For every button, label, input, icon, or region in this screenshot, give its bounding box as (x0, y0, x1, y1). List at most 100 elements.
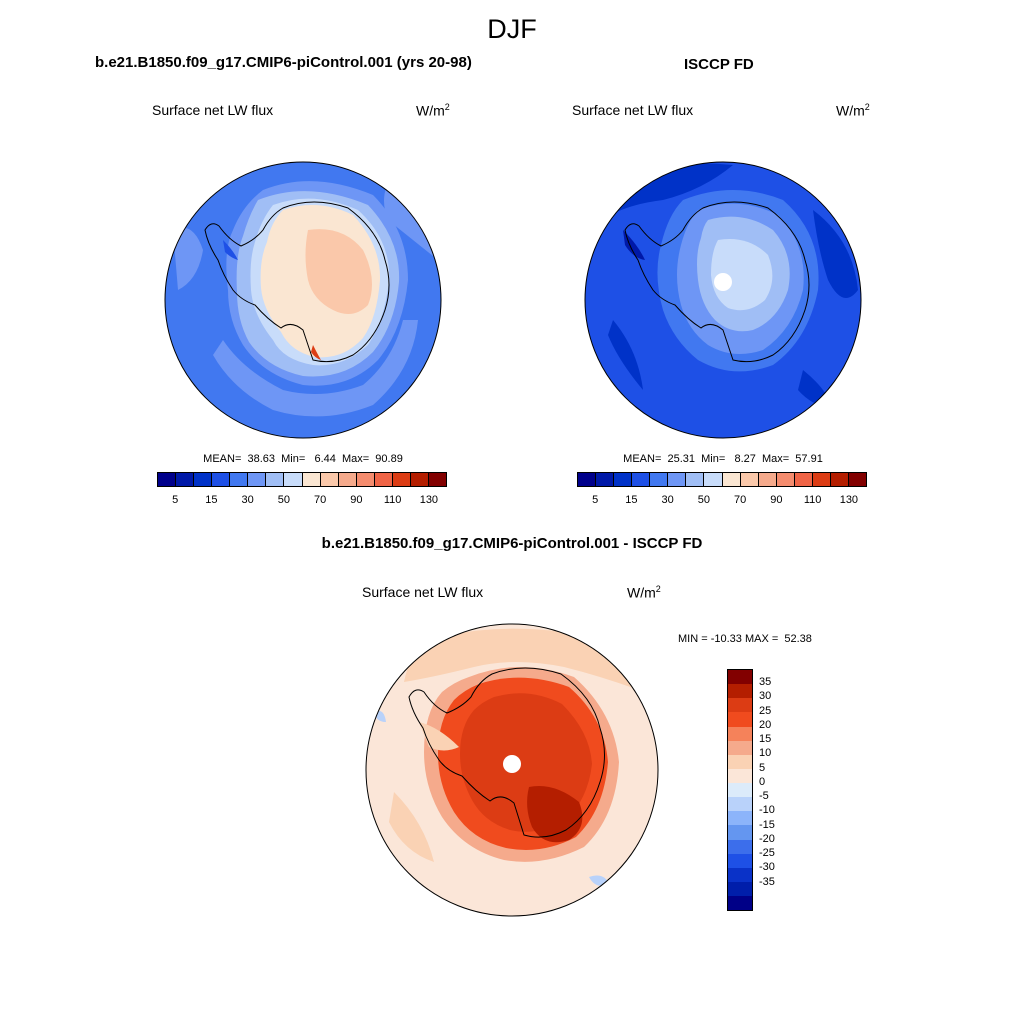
colorbar-swatch (728, 783, 752, 798)
colorbar-swatch (410, 473, 429, 486)
panel-2-colorbar-labels: 5 15 30 50 70 90 110 130 (577, 494, 867, 508)
panel-3-variable-label: Surface net LW flux (362, 584, 484, 600)
panel-2-polar-map (584, 161, 862, 439)
colorbar-tick-label: 50 (277, 494, 290, 506)
colorbar-swatch (728, 698, 752, 713)
colorbar-swatch (848, 473, 866, 486)
colorbar-swatch (614, 473, 633, 486)
colorbar-tick-label: 15 (205, 494, 218, 506)
colorbar-swatch (728, 754, 752, 769)
colorbar-swatch (812, 473, 831, 486)
colorbar-tick-label: 30 (759, 690, 772, 703)
colorbar-swatch (728, 797, 752, 812)
colorbar-tick-label: -25 (759, 847, 775, 860)
colorbar-tick-label: 90 (350, 494, 363, 506)
colorbar-tick-label: 15 (625, 494, 638, 506)
colorbar-tick-label: -10 (759, 804, 775, 817)
colorbar-tick-label: -30 (759, 861, 775, 874)
colorbar-swatch (728, 867, 752, 882)
colorbar-swatch (302, 473, 321, 486)
colorbar-swatch (356, 473, 375, 486)
colorbar-swatch (728, 740, 752, 755)
colorbar-tick-label: 90 (770, 494, 783, 506)
colorbar-tick-label: 15 (759, 733, 772, 746)
colorbar-swatch (392, 473, 411, 486)
panel-1-title: b.e21.B1850.f09_g17.CMIP6-piControl.001 … (95, 54, 472, 71)
colorbar-tick-label: -20 (759, 832, 775, 845)
colorbar-tick-label: -5 (759, 790, 769, 803)
panel-1-variable-label: Surface net LW flux (152, 102, 274, 118)
panel-3-units-label: W/m2 (627, 584, 661, 601)
colorbar-swatch (320, 473, 339, 486)
panel-2-title: ISCCP FD (684, 56, 754, 73)
panel-1-colorbar-labels: 5 15 30 50 70 90 110 130 (157, 494, 447, 508)
colorbar-swatch (632, 473, 651, 486)
colorbar-swatch (728, 896, 752, 911)
colorbar-swatch (596, 473, 615, 486)
colorbar-swatch (194, 473, 213, 486)
colorbar-swatch (728, 684, 752, 699)
colorbar-swatch (230, 473, 249, 486)
colorbar-swatch (650, 473, 669, 486)
colorbar-tick-label: 5 (172, 494, 179, 506)
colorbar-swatch (728, 881, 752, 896)
colorbar-swatch (728, 811, 752, 826)
colorbar-tick-label: 10 (759, 747, 772, 760)
colorbar-swatch (728, 726, 752, 741)
colorbar-tick-label: 110 (803, 494, 822, 506)
panel-2-stats: MEAN= 25.31 Min= 8.27 Max= 57.91 (623, 453, 823, 465)
colorbar-swatch (758, 473, 777, 486)
colorbar-swatch (284, 473, 303, 486)
colorbar-swatch (686, 473, 705, 486)
colorbar-tick-label: 25 (759, 704, 772, 717)
colorbar-tick-label: 130 (839, 494, 859, 506)
panel-1-colorbar (157, 472, 447, 487)
colorbar-tick-label: -35 (759, 875, 775, 888)
main-title: DJF (487, 14, 537, 44)
panel-3-colorbar (727, 669, 753, 911)
colorbar-swatch (830, 473, 849, 486)
panel-2-units-label: W/m2 (836, 102, 870, 119)
colorbar-tick-label: 30 (241, 494, 254, 506)
panel-3-polar-map (365, 623, 659, 917)
colorbar-tick-label: 35 (759, 676, 772, 689)
colorbar-swatch (704, 473, 723, 486)
colorbar-tick-label: 110 (383, 494, 402, 506)
colorbar-swatch (728, 853, 752, 868)
panel-2-colorbar (577, 472, 867, 487)
colorbar-tick-label: 30 (661, 494, 674, 506)
colorbar-swatch (728, 768, 752, 783)
colorbar-swatch (728, 670, 752, 685)
colorbar-swatch (338, 473, 357, 486)
panel-1-units-label: W/m2 (416, 102, 450, 119)
colorbar-swatch (794, 473, 813, 486)
colorbar-swatch (578, 473, 597, 486)
colorbar-tick-label: 50 (697, 494, 710, 506)
colorbar-swatch (428, 473, 446, 486)
colorbar-swatch (722, 473, 741, 486)
colorbar-tick-label: 5 (592, 494, 599, 506)
colorbar-swatch (266, 473, 285, 486)
colorbar-tick-label: 130 (419, 494, 439, 506)
colorbar-swatch (176, 473, 195, 486)
panel-3-stats: MIN = -10.33 MAX = 52.38 (678, 633, 812, 645)
colorbar-swatch (668, 473, 687, 486)
colorbar-swatch (248, 473, 267, 486)
panel-2-variable-label: Surface net LW flux (572, 102, 694, 118)
panel-3-colorbar-labels: 35 30 25 20 15 10 5 0 -5 -10 -15 -20 -25 -30 -35 (759, 669, 799, 911)
colorbar-tick-label: 70 (734, 494, 747, 506)
panel-1-stats: MEAN= 38.63 Min= 6.44 Max= 90.89 (203, 453, 403, 465)
colorbar-tick-label: 70 (314, 494, 327, 506)
colorbar-swatch (776, 473, 795, 486)
colorbar-swatch (158, 473, 177, 486)
colorbar-tick-label: 5 (759, 761, 766, 774)
colorbar-swatch (728, 712, 752, 727)
colorbar-tick-label: 0 (759, 775, 766, 788)
colorbar-swatch (374, 473, 393, 486)
colorbar-swatch (740, 473, 759, 486)
colorbar-swatch (728, 825, 752, 840)
colorbar-swatch (728, 839, 752, 854)
panel-1-polar-map (164, 161, 442, 439)
colorbar-swatch (212, 473, 231, 486)
colorbar-tick-label: -15 (759, 818, 775, 831)
